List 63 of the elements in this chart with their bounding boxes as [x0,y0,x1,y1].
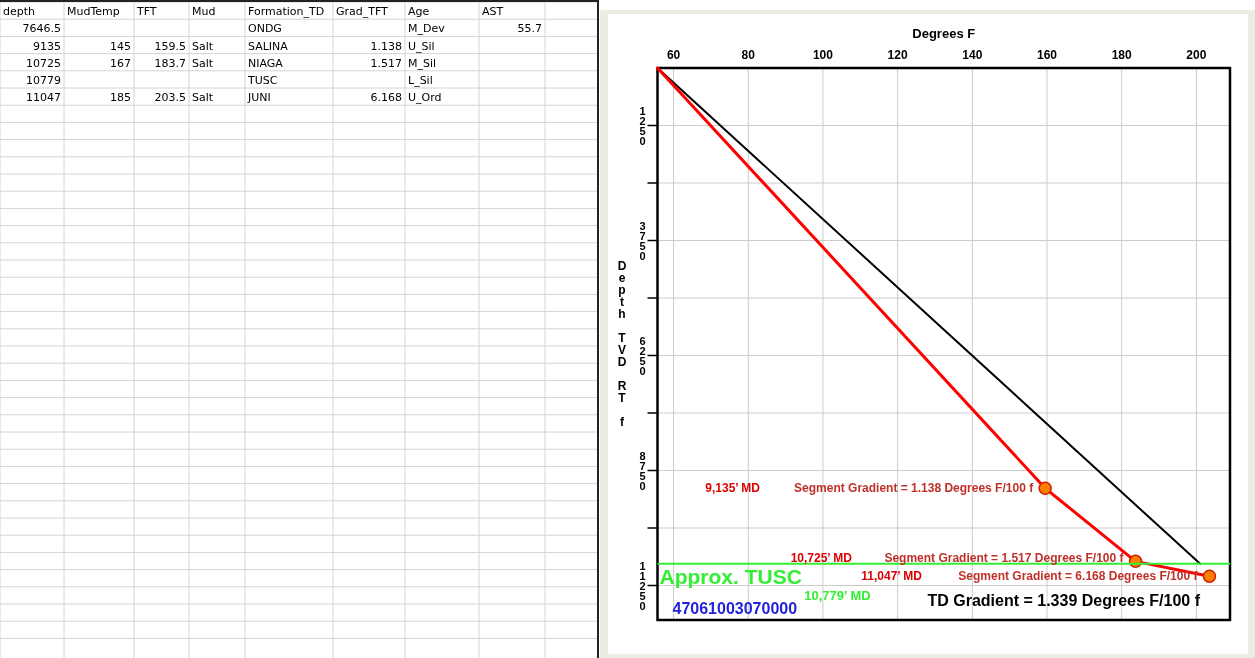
text: TUSC [248,74,278,87]
text: M_Sil [408,56,437,70]
text: 7646.5 [22,22,61,36]
point [1038,481,1052,495]
text: 10779 [26,74,61,87]
text: Depth TVD RT f [617,259,627,429]
annotation: TD Gradient = 1.339 Degrees F/100 f [927,592,1201,609]
text: U_Sil [408,39,435,53]
text: NIAGA [248,56,283,70]
annotation: 11,047’ MD [861,569,923,584]
annotation: Segment Gradient = 6.168 Degrees F/100 f [958,569,1199,584]
annotation: 10,725’ MD [790,551,853,566]
y-tick-label: 1250 [639,104,646,147]
text: 183.7 [154,56,186,70]
category-label: TFT [136,5,157,19]
x-tick-label: 120 [887,48,908,62]
text: SALINA [248,39,288,53]
text: 9135 [33,39,61,53]
category-label: Formation_TD [248,5,325,19]
annotation: 47061003070000 [672,600,798,617]
category-label: AST [482,5,504,19]
text: 167 [110,56,131,70]
text: 185 [110,91,131,105]
x-tick-label: 140 [962,48,983,62]
category-label: Mud [192,5,216,19]
text: U_Ord [408,91,442,105]
y-tick-label: 8750 [639,449,646,492]
x-tick-label: 80 [741,48,756,62]
category-label: Age [408,5,430,19]
text: 11047 [26,91,61,105]
text: ONDG [248,22,282,36]
y-tick-label: 6250 [639,334,646,377]
text: 145 [110,39,131,53]
text: Salt [192,39,214,53]
text: 1.138 [370,39,402,53]
x-tick-label: 200 [1186,48,1207,62]
y-tick-label: 11250 [639,559,646,612]
category-label: depth [3,5,36,19]
text: M_Dev [408,22,445,36]
text: 10725 [26,56,61,70]
annotation: Segment Gradient = 1.517 Degrees F/100 f [884,551,1125,566]
annotation: 10,779’ MD [804,587,871,603]
ref-line-label: Approx. TUSC [659,564,802,588]
y-tick-label: 3750 [639,219,646,262]
x-tick-label: 180 [1111,48,1133,62]
category-label: MudTemp [67,5,120,19]
point [1202,569,1217,583]
x-tick-label: 100 [812,48,834,62]
x-tick-label: 160 [1036,48,1058,62]
x-tick-label: 60 [666,48,681,62]
annotation: 9,135’ MD [705,481,761,496]
text: Salt [192,56,214,70]
text: 6.168 [370,91,402,105]
text: 203.5 [154,91,186,105]
text: 55.7 [517,22,542,36]
category-label: Grad_TFT [336,5,389,19]
x-axis-title: Degrees F [912,26,976,41]
text: L_Sil [408,74,433,87]
text: 159.5 [154,39,186,53]
text: 1.517 [370,56,402,70]
annotation: Segment Gradient = 1.138 Degrees F/100 f [794,481,1035,496]
text: JUNI [248,91,271,105]
text: Salt [192,91,214,105]
